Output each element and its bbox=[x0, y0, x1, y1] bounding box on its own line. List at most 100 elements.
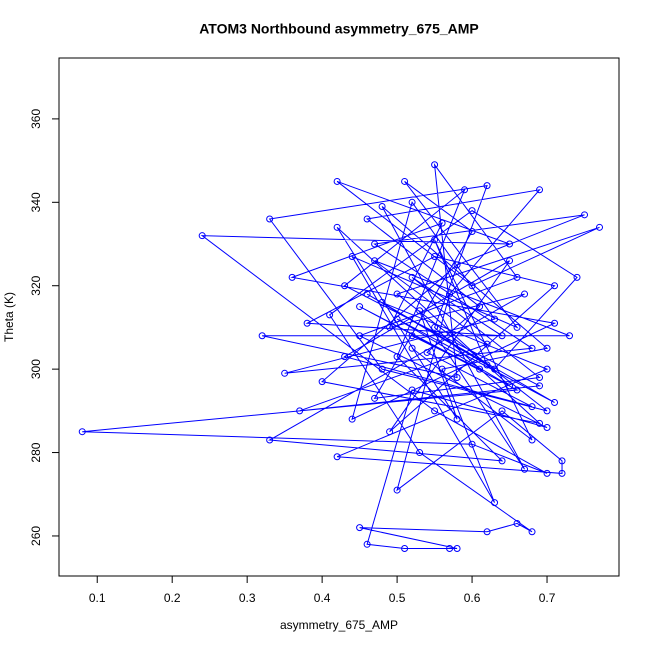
data-point bbox=[543, 344, 551, 352]
data-point bbox=[326, 311, 334, 319]
data-point bbox=[356, 524, 364, 532]
data-point bbox=[453, 373, 461, 381]
data-point bbox=[491, 499, 499, 507]
data-point bbox=[431, 236, 439, 244]
x-tick-label: 0.4 bbox=[314, 591, 331, 605]
data-point bbox=[498, 457, 506, 465]
y-tick-label: 260 bbox=[29, 526, 43, 546]
data-point bbox=[483, 528, 491, 536]
data-point bbox=[281, 369, 289, 377]
data-point bbox=[348, 415, 356, 423]
data-point bbox=[378, 298, 386, 306]
data-point bbox=[438, 365, 446, 373]
data-point bbox=[266, 436, 274, 444]
data-point bbox=[558, 457, 566, 465]
data-point bbox=[408, 198, 416, 206]
data-point bbox=[378, 202, 386, 210]
data-point bbox=[536, 382, 544, 390]
data-point bbox=[393, 353, 401, 361]
data-point bbox=[371, 240, 379, 248]
y-tick-label: 300 bbox=[29, 359, 43, 379]
data-point bbox=[356, 332, 364, 340]
data-point bbox=[498, 407, 506, 415]
data-point bbox=[303, 319, 311, 327]
data-point bbox=[506, 257, 514, 265]
data-point bbox=[288, 273, 296, 281]
data-point bbox=[408, 273, 416, 281]
data-point bbox=[296, 407, 304, 415]
data-point bbox=[461, 186, 469, 194]
data-point bbox=[408, 344, 416, 352]
data-line bbox=[82, 162, 600, 549]
x-tick-label: 0.3 bbox=[239, 591, 256, 605]
data-point bbox=[363, 290, 371, 298]
data-point bbox=[483, 361, 491, 369]
data-point bbox=[536, 373, 544, 381]
data-point bbox=[453, 261, 461, 269]
y-tick-label: 360 bbox=[29, 109, 43, 129]
data-point bbox=[333, 223, 341, 231]
data-point bbox=[371, 394, 379, 402]
data-point bbox=[483, 340, 491, 348]
data-point bbox=[386, 428, 394, 436]
data-point bbox=[438, 219, 446, 227]
data-point bbox=[528, 436, 536, 444]
data-point bbox=[513, 273, 521, 281]
data-point bbox=[498, 332, 506, 340]
data-point bbox=[356, 303, 364, 311]
data-point bbox=[476, 303, 484, 311]
data-point bbox=[363, 540, 371, 548]
data-point bbox=[348, 253, 356, 261]
data-point bbox=[551, 319, 559, 327]
data-point bbox=[596, 223, 604, 231]
plot-frame bbox=[58, 57, 620, 577]
data-point bbox=[543, 424, 551, 432]
data-point bbox=[431, 253, 439, 261]
x-tick-label: 0.1 bbox=[89, 591, 106, 605]
data-point bbox=[468, 282, 476, 290]
data-point bbox=[431, 407, 439, 415]
data-point bbox=[506, 382, 514, 390]
data-point bbox=[198, 232, 206, 240]
x-tick-label: 0.7 bbox=[539, 591, 556, 605]
data-point bbox=[408, 332, 416, 340]
data-point bbox=[528, 528, 536, 536]
data-point bbox=[558, 469, 566, 477]
data-point bbox=[491, 315, 499, 323]
data-point bbox=[378, 365, 386, 373]
data-point bbox=[513, 386, 521, 394]
data-point bbox=[551, 282, 559, 290]
data-point bbox=[333, 453, 341, 461]
data-point bbox=[536, 419, 544, 427]
data-point bbox=[566, 332, 574, 340]
data-point bbox=[393, 315, 401, 323]
data-point bbox=[446, 544, 454, 552]
data-point bbox=[573, 273, 581, 281]
data-point bbox=[431, 323, 439, 331]
data-point bbox=[468, 440, 476, 448]
x-tick-label: 0.5 bbox=[389, 591, 406, 605]
data-point bbox=[393, 290, 401, 298]
data-point bbox=[401, 177, 409, 185]
y-tick-label: 280 bbox=[29, 442, 43, 462]
data-point bbox=[446, 290, 454, 298]
data-point bbox=[363, 215, 371, 223]
data-point bbox=[491, 365, 499, 373]
y-tick-label: 340 bbox=[29, 192, 43, 212]
data-point bbox=[386, 323, 394, 331]
data-point bbox=[401, 544, 409, 552]
data-point bbox=[341, 353, 349, 361]
data-point bbox=[551, 398, 559, 406]
data-point bbox=[416, 307, 424, 315]
x-tick-label: 0.2 bbox=[164, 591, 181, 605]
data-point bbox=[543, 407, 551, 415]
data-point bbox=[513, 519, 521, 527]
data-point bbox=[408, 386, 416, 394]
data-point bbox=[393, 486, 401, 494]
data-point bbox=[468, 207, 476, 215]
data-point bbox=[468, 228, 476, 236]
data-point bbox=[416, 449, 424, 457]
data-point bbox=[506, 240, 514, 248]
data-point bbox=[513, 323, 521, 331]
